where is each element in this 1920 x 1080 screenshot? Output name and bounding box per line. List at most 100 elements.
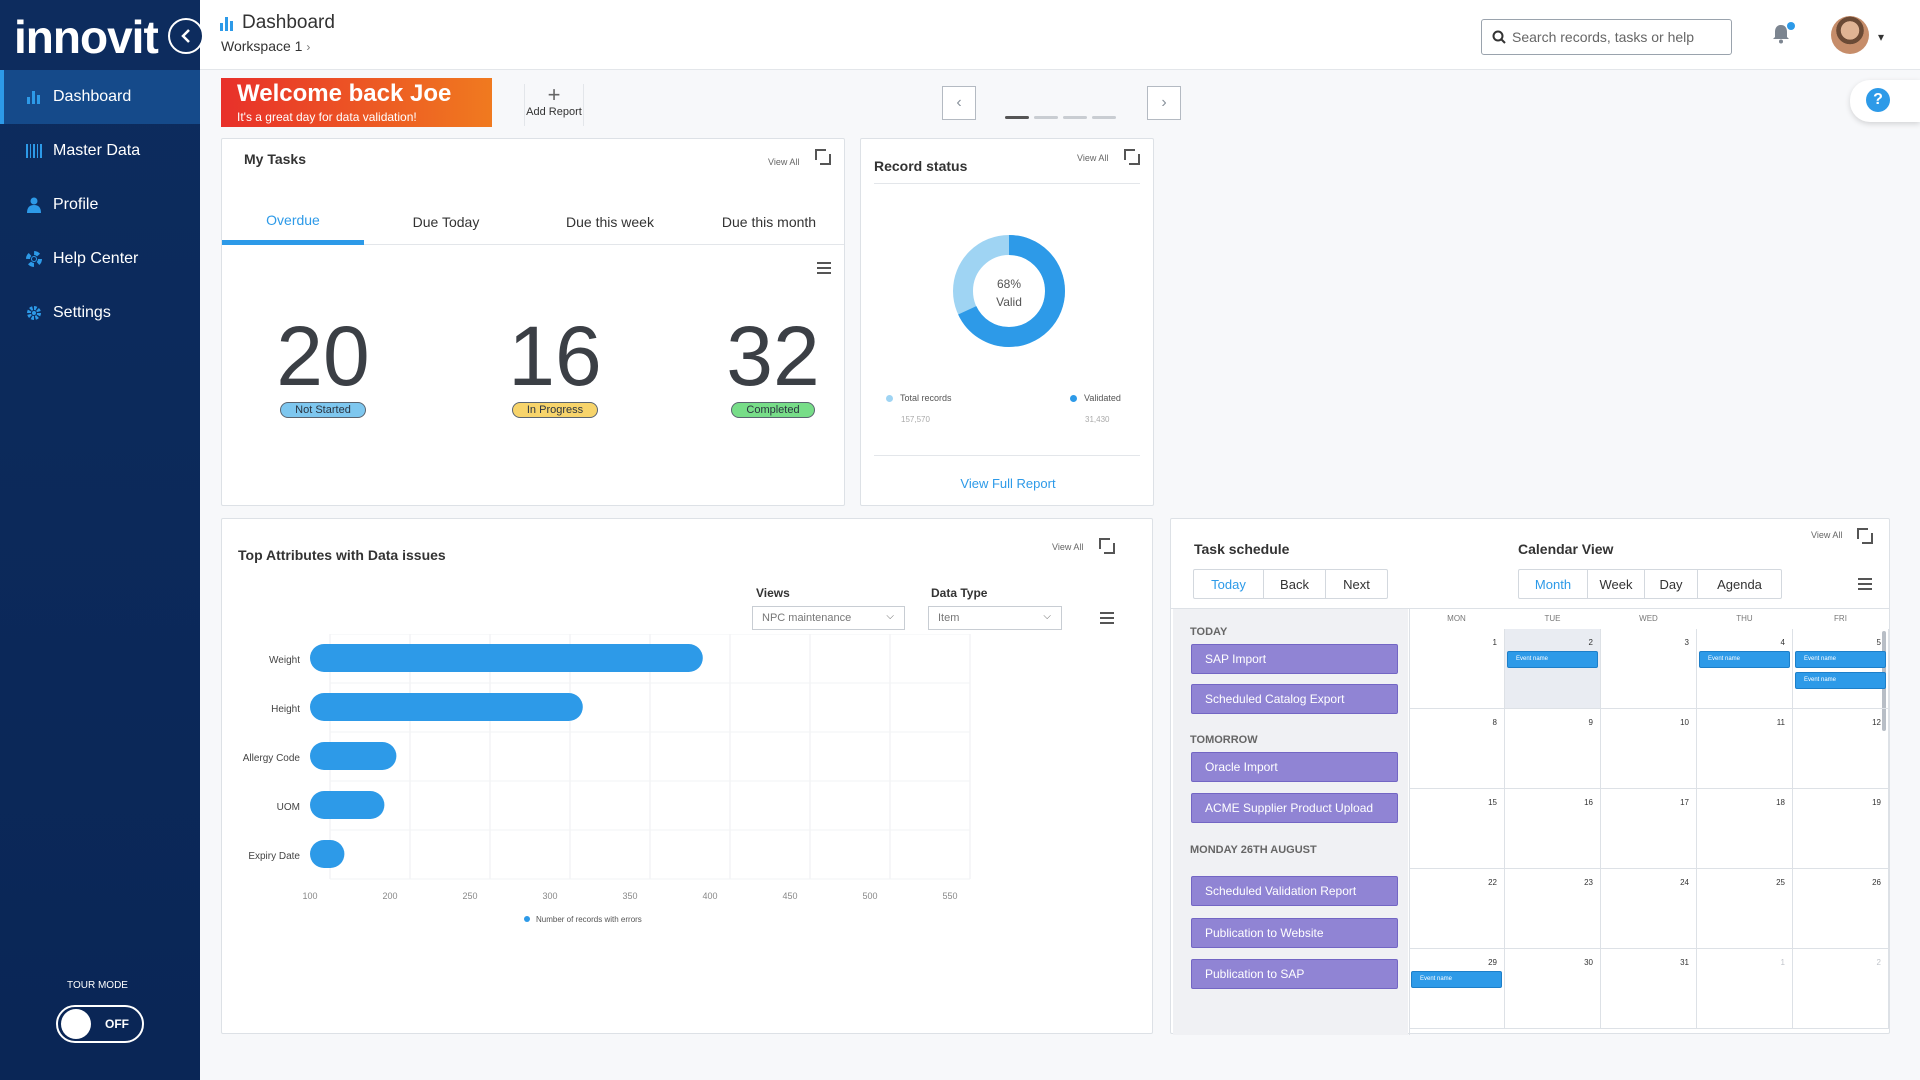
view-all-link[interactable]: View All [1811, 530, 1843, 540]
carousel-dot[interactable] [1034, 116, 1058, 119]
section-heading-monday: MONDAY 26TH AUGUST [1190, 844, 1317, 856]
calendar-day-cell[interactable]: 22 [1409, 869, 1505, 949]
scheduled-task[interactable]: Publication to Website [1191, 918, 1398, 948]
tab-due-this-month[interactable]: Due this month [721, 214, 817, 230]
day-view-button[interactable]: Day [1644, 570, 1697, 598]
calendar-day-cell[interactable]: 23 [1505, 869, 1601, 949]
data-type-select[interactable]: Item ⌵ [928, 606, 1062, 630]
calendar-day-cell[interactable]: 2 [1505, 629, 1601, 709]
calendar-day-cell[interactable]: 16 [1505, 789, 1601, 869]
view-all-link[interactable]: View All [1052, 542, 1084, 552]
calendar-day-cell[interactable]: 5 [1793, 629, 1889, 709]
calendar-day-cell[interactable]: 24 [1601, 869, 1697, 949]
carousel-prev-button[interactable]: ‹ [942, 86, 976, 120]
today-button[interactable]: Today [1211, 576, 1246, 592]
scheduled-task[interactable]: Scheduled Catalog Export [1191, 684, 1398, 714]
scheduled-task[interactable]: Scheduled Validation Report [1191, 876, 1398, 906]
agenda-view-button[interactable]: Agenda [1697, 570, 1781, 598]
chevron-down-icon[interactable]: ▾ [1878, 30, 1885, 44]
scheduled-task[interactable]: Publication to SAP [1191, 959, 1398, 989]
views-select[interactable]: NPC maintenance ⌵ [752, 606, 905, 630]
x-tick-label: 100 [302, 891, 317, 901]
calendar-event[interactable]: Event name [1699, 651, 1790, 668]
tour-mode-toggle[interactable]: OFF [56, 1005, 144, 1043]
tab-due-today[interactable]: Due Today [412, 214, 480, 230]
bar[interactable] [310, 791, 385, 819]
next-button[interactable]: Next [1325, 570, 1387, 598]
tab-overdue[interactable]: Overdue [222, 199, 364, 245]
x-tick-label: 550 [942, 891, 957, 901]
search-input[interactable]: Search records, tasks or help [1481, 19, 1732, 55]
menu-icon[interactable] [1858, 578, 1872, 590]
calendar-day-cell[interactable]: 29 [1409, 949, 1505, 1029]
scheduled-task[interactable]: ACME Supplier Product Upload [1191, 793, 1398, 823]
view-full-report-link[interactable]: View Full Report [960, 476, 1056, 491]
workspace-breadcrumb[interactable]: Workspace 1 › [221, 38, 310, 54]
sidebar-item-master-data[interactable]: Master Data [0, 124, 200, 178]
expand-icon[interactable] [1857, 528, 1873, 544]
carousel-dot[interactable] [1092, 116, 1116, 119]
view-all-link[interactable]: View All [768, 157, 800, 167]
bar[interactable] [310, 742, 397, 770]
calendar-day-cell[interactable]: 1 [1697, 949, 1793, 1029]
notification-bell-icon[interactable] [1772, 22, 1795, 46]
sidebar-item-dashboard[interactable]: Dashboard [0, 70, 200, 124]
calendar-day-cell[interactable]: 25 [1697, 869, 1793, 949]
calendar-day-cell[interactable]: 3 [1601, 629, 1697, 709]
calendar-day-cell[interactable]: 1 [1409, 629, 1505, 709]
calendar-event[interactable]: Event name [1507, 651, 1598, 668]
scheduled-task[interactable]: SAP Import [1191, 644, 1398, 674]
month-view-button[interactable]: Month [1534, 576, 1572, 592]
stat-in-progress[interactable]: 16 In Progress [475, 314, 635, 418]
sidebar-item-settings[interactable]: Settings [0, 286, 200, 340]
calendar-day-cell[interactable]: 4 [1697, 629, 1793, 709]
expand-icon[interactable] [1099, 538, 1115, 554]
calendar-event[interactable]: Event name [1795, 672, 1886, 689]
category-label: Expiry Date [248, 851, 300, 862]
calendar-day-cell[interactable]: 30 [1505, 949, 1601, 1029]
scheduled-task[interactable]: Oracle Import [1191, 752, 1398, 782]
calendar-day-cell[interactable]: 18 [1697, 789, 1793, 869]
calendar-event[interactable]: Event name [1795, 651, 1886, 668]
view-all-link[interactable]: View All [1077, 153, 1109, 163]
sidebar-item-profile[interactable]: Profile [0, 178, 200, 232]
stat-completed[interactable]: 32 Completed [693, 314, 853, 418]
bar-chart-icon [25, 88, 43, 106]
record-status-card: Record status View All 68% Valid Total r… [860, 138, 1154, 506]
carousel-next-button[interactable]: › [1147, 86, 1181, 120]
calendar-day-cell[interactable]: 12 [1793, 709, 1889, 789]
calendar-day-cell[interactable]: 9 [1505, 709, 1601, 789]
calendar-event[interactable]: Event name [1411, 971, 1502, 988]
donut-percent: 68% [997, 277, 1021, 291]
calendar-day-cell[interactable]: 15 [1409, 789, 1505, 869]
menu-icon[interactable] [817, 262, 831, 274]
bar[interactable] [310, 644, 703, 672]
add-report-button[interactable]: + Add Report [524, 84, 584, 126]
carousel-dot[interactable] [1063, 116, 1087, 119]
calendar-day-cell[interactable]: 17 [1601, 789, 1697, 869]
expand-icon[interactable] [815, 149, 831, 165]
innovit-logo[interactable]: innovit [14, 11, 159, 63]
back-button[interactable]: Back [1263, 570, 1325, 598]
record-status-donut[interactable]: 68% Valid [949, 231, 1069, 351]
tab-due-this-week[interactable]: Due this week [566, 214, 654, 230]
user-avatar[interactable] [1831, 16, 1869, 54]
calendar-day-cell[interactable]: 19 [1793, 789, 1889, 869]
bar[interactable] [310, 693, 583, 721]
menu-icon[interactable] [1100, 612, 1114, 624]
collapse-sidebar-button[interactable] [168, 18, 204, 54]
calendar-day-cell[interactable]: 8 [1409, 709, 1505, 789]
calendar-day-cell[interactable]: 26 [1793, 869, 1889, 949]
stat-not-started[interactable]: 20 Not Started [243, 314, 403, 418]
calendar-day-cell[interactable]: 31 [1601, 949, 1697, 1029]
calendar-day-cell[interactable]: 10 [1601, 709, 1697, 789]
calendar-day-cell[interactable]: 11 [1697, 709, 1793, 789]
week-view-button[interactable]: Week [1587, 570, 1644, 598]
calendar-day-cell[interactable]: 2 [1793, 949, 1889, 1029]
carousel-dot[interactable] [1005, 116, 1029, 119]
workspace-name: Workspace 1 [221, 38, 303, 54]
help-button[interactable]: ? [1850, 80, 1920, 122]
sidebar-item-help-center[interactable]: Help Center [0, 232, 200, 286]
bar[interactable] [310, 840, 345, 868]
expand-icon[interactable] [1124, 149, 1140, 165]
